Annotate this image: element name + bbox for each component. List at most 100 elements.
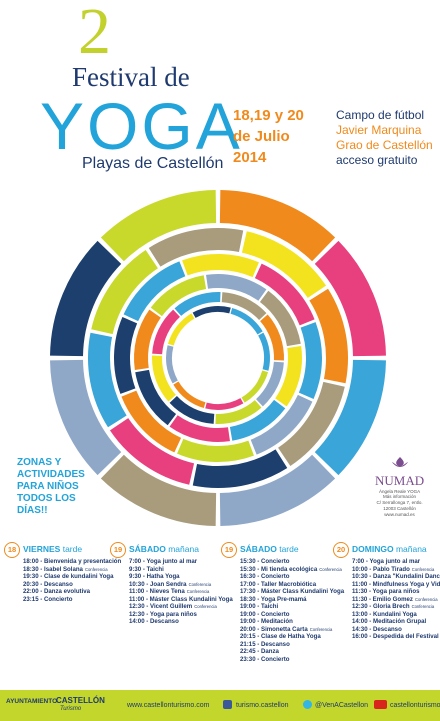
schedule-item: 10:30 - Danza "Kundalini Dance" xyxy=(333,573,440,581)
ring-segment xyxy=(256,361,284,407)
date-line: de Julio xyxy=(233,128,290,145)
ring-segment xyxy=(309,288,348,384)
schedule-item: 20:30 - Descanso xyxy=(4,581,112,589)
ring-segment xyxy=(229,399,286,441)
item-text: 11:00 - Mindfulness Yoga y Vida xyxy=(352,580,440,588)
kids-line: DÍAS!! xyxy=(17,505,48,516)
item-text: 18:30 - Yoga Pre-mamá xyxy=(240,595,307,603)
ring-segment xyxy=(121,390,182,453)
schedule-item: 14:00 - Meditación Grupal xyxy=(333,618,440,626)
sponsor-name: NUMAD xyxy=(375,473,425,488)
sponsor-info: www.numad.es xyxy=(384,512,415,517)
date-line: 18,19 y 20 xyxy=(233,107,304,124)
item-tag: Conferencia xyxy=(414,596,438,602)
kids-line: ACTIVIDADES xyxy=(17,469,85,480)
item-text: 12:30 - Vicent Guillem xyxy=(129,603,193,610)
ring-segment xyxy=(50,240,122,357)
item-text: 20:00 - Simonetta Carta xyxy=(240,625,308,633)
ring-segment xyxy=(135,369,177,426)
schedule-item: 15:30 - Concierto xyxy=(221,558,329,566)
schedule-item: 14:00 - Descanso xyxy=(110,618,218,626)
day-label: SÁBADO tarde xyxy=(240,544,299,554)
mandala xyxy=(50,190,386,526)
item-text: 21:15 - Descanso xyxy=(240,640,290,648)
ring-segment xyxy=(241,370,269,403)
ring-segment xyxy=(192,449,288,488)
sponsor: NUMAD Ángela Reale YOGA Más información … xyxy=(375,455,424,518)
ring-segment xyxy=(314,240,386,357)
ring-segment xyxy=(174,292,221,316)
item-text: 12:30 - Yoga para niños xyxy=(129,610,197,618)
schedule-item: 20:00 - Simonetta Carta Conferencia xyxy=(221,625,332,634)
schedule-item: 7:00 - Yoga junto al mar xyxy=(333,558,440,566)
item-text: 7:00 - Yoga junto al mar xyxy=(352,558,421,565)
item-text: 18:00 - Bienvenida y presentación xyxy=(23,558,122,565)
day-name: VIERNES xyxy=(23,544,61,554)
item-tag: Conferencia xyxy=(319,566,342,572)
day-number: 19 xyxy=(221,542,237,558)
ring-segment xyxy=(100,190,217,262)
venue-line: Grao de Castellón xyxy=(336,138,433,152)
item-text: 10:30 - Joan Sendra xyxy=(129,580,187,588)
schedule-item: 9:30 - Hatha Yoga xyxy=(110,573,218,581)
footer-facebook[interactable]: turismo.castellon xyxy=(236,702,289,709)
ring-segment xyxy=(298,322,323,399)
footer-org: AYUNTAMIENTO xyxy=(6,698,58,705)
day-number: 20 xyxy=(333,542,349,558)
day-header: 18 VIERNES tarde xyxy=(4,542,112,558)
item-text: 19:00 - Taichi xyxy=(240,603,279,610)
venue: Campo de fútbol Javier Marquina Grao de … xyxy=(336,108,433,168)
day-label: VIERNES tarde xyxy=(23,544,82,554)
item-text: 14:30 - Descanso xyxy=(352,625,402,633)
schedule-item: 22:00 - Danza evolutiva xyxy=(4,588,112,596)
schedule-item: 11:30 - Yoga para niños xyxy=(333,588,440,596)
item-text: 16:00 - Despedida del Festival xyxy=(352,633,439,640)
day-header: 19 SÁBADO mañana xyxy=(110,542,218,558)
footer-twitter[interactable]: @VenACastellon xyxy=(315,702,369,709)
schedule-item: 11:00 - Nieves Tena Conferencia xyxy=(110,588,218,596)
footer-youtube[interactable]: castellonturismo xyxy=(390,702,440,709)
schedule-item: 19:00 - Taichi xyxy=(221,603,329,611)
ring-segment xyxy=(50,359,122,476)
item-text: 15:30 - Concierto xyxy=(240,558,290,565)
day-header: 19 SÁBADO tarde xyxy=(221,542,329,558)
schedule-item: 12:30 - Vicent Guillem Conferencia xyxy=(110,603,218,611)
item-text: 18:30 - Isabel Solana xyxy=(23,565,83,573)
schedule-item: 12:30 - Yoga para niños xyxy=(110,611,218,619)
footer-website[interactable]: www.castellonturismo.com xyxy=(127,702,210,709)
ring-segment xyxy=(177,438,254,462)
schedule-item: 9:30 - Taichi xyxy=(110,566,218,574)
ring-segment xyxy=(259,290,301,347)
day-header: 20 DOMINGO mañana xyxy=(333,542,440,558)
item-text: 17:00 - Taller Macrobiótica xyxy=(240,580,317,588)
item-text: 16:30 - Concierto xyxy=(240,573,290,580)
ring-segment xyxy=(258,332,270,371)
ring-segment xyxy=(206,274,267,301)
ring-segment xyxy=(219,190,336,262)
item-tag: Conferencia xyxy=(84,566,108,572)
ring-segment xyxy=(314,359,386,476)
item-tag: Conferencia xyxy=(188,581,212,587)
day-name: SÁBADO xyxy=(129,544,166,554)
item-text: 11:00 - Máster Class Kundalini Yoga xyxy=(129,595,233,603)
schedule-item: 17:00 - Taller Macrobiótica xyxy=(221,581,329,589)
sponsor-info: Más información xyxy=(383,494,417,499)
ring-segment xyxy=(169,415,230,442)
schedule-item: 19:00 - Meditación xyxy=(221,618,329,626)
twitter-icon xyxy=(303,700,312,709)
ring-segment xyxy=(148,228,244,267)
ring-segment xyxy=(205,398,244,410)
day-label: DOMINGO mañana xyxy=(352,544,427,554)
item-text: 22:45 - Danza xyxy=(240,648,279,655)
schedule-item: 11:30 - Emilio Gomez Conferencia xyxy=(333,596,440,604)
youtube-icon xyxy=(374,700,387,709)
ring-segment xyxy=(91,249,158,335)
ring-segment xyxy=(215,400,262,424)
ring-segment xyxy=(166,345,178,384)
ring-segment xyxy=(241,231,327,298)
item-text: 14:00 - Meditación Grupal xyxy=(352,618,427,625)
day-name: SÁBADO xyxy=(240,544,277,554)
schedule-item: 10:30 - Joan Sendra Conferencia xyxy=(110,581,218,589)
item-tag: Conferencia xyxy=(411,566,435,572)
day-part: tarde xyxy=(279,544,299,554)
